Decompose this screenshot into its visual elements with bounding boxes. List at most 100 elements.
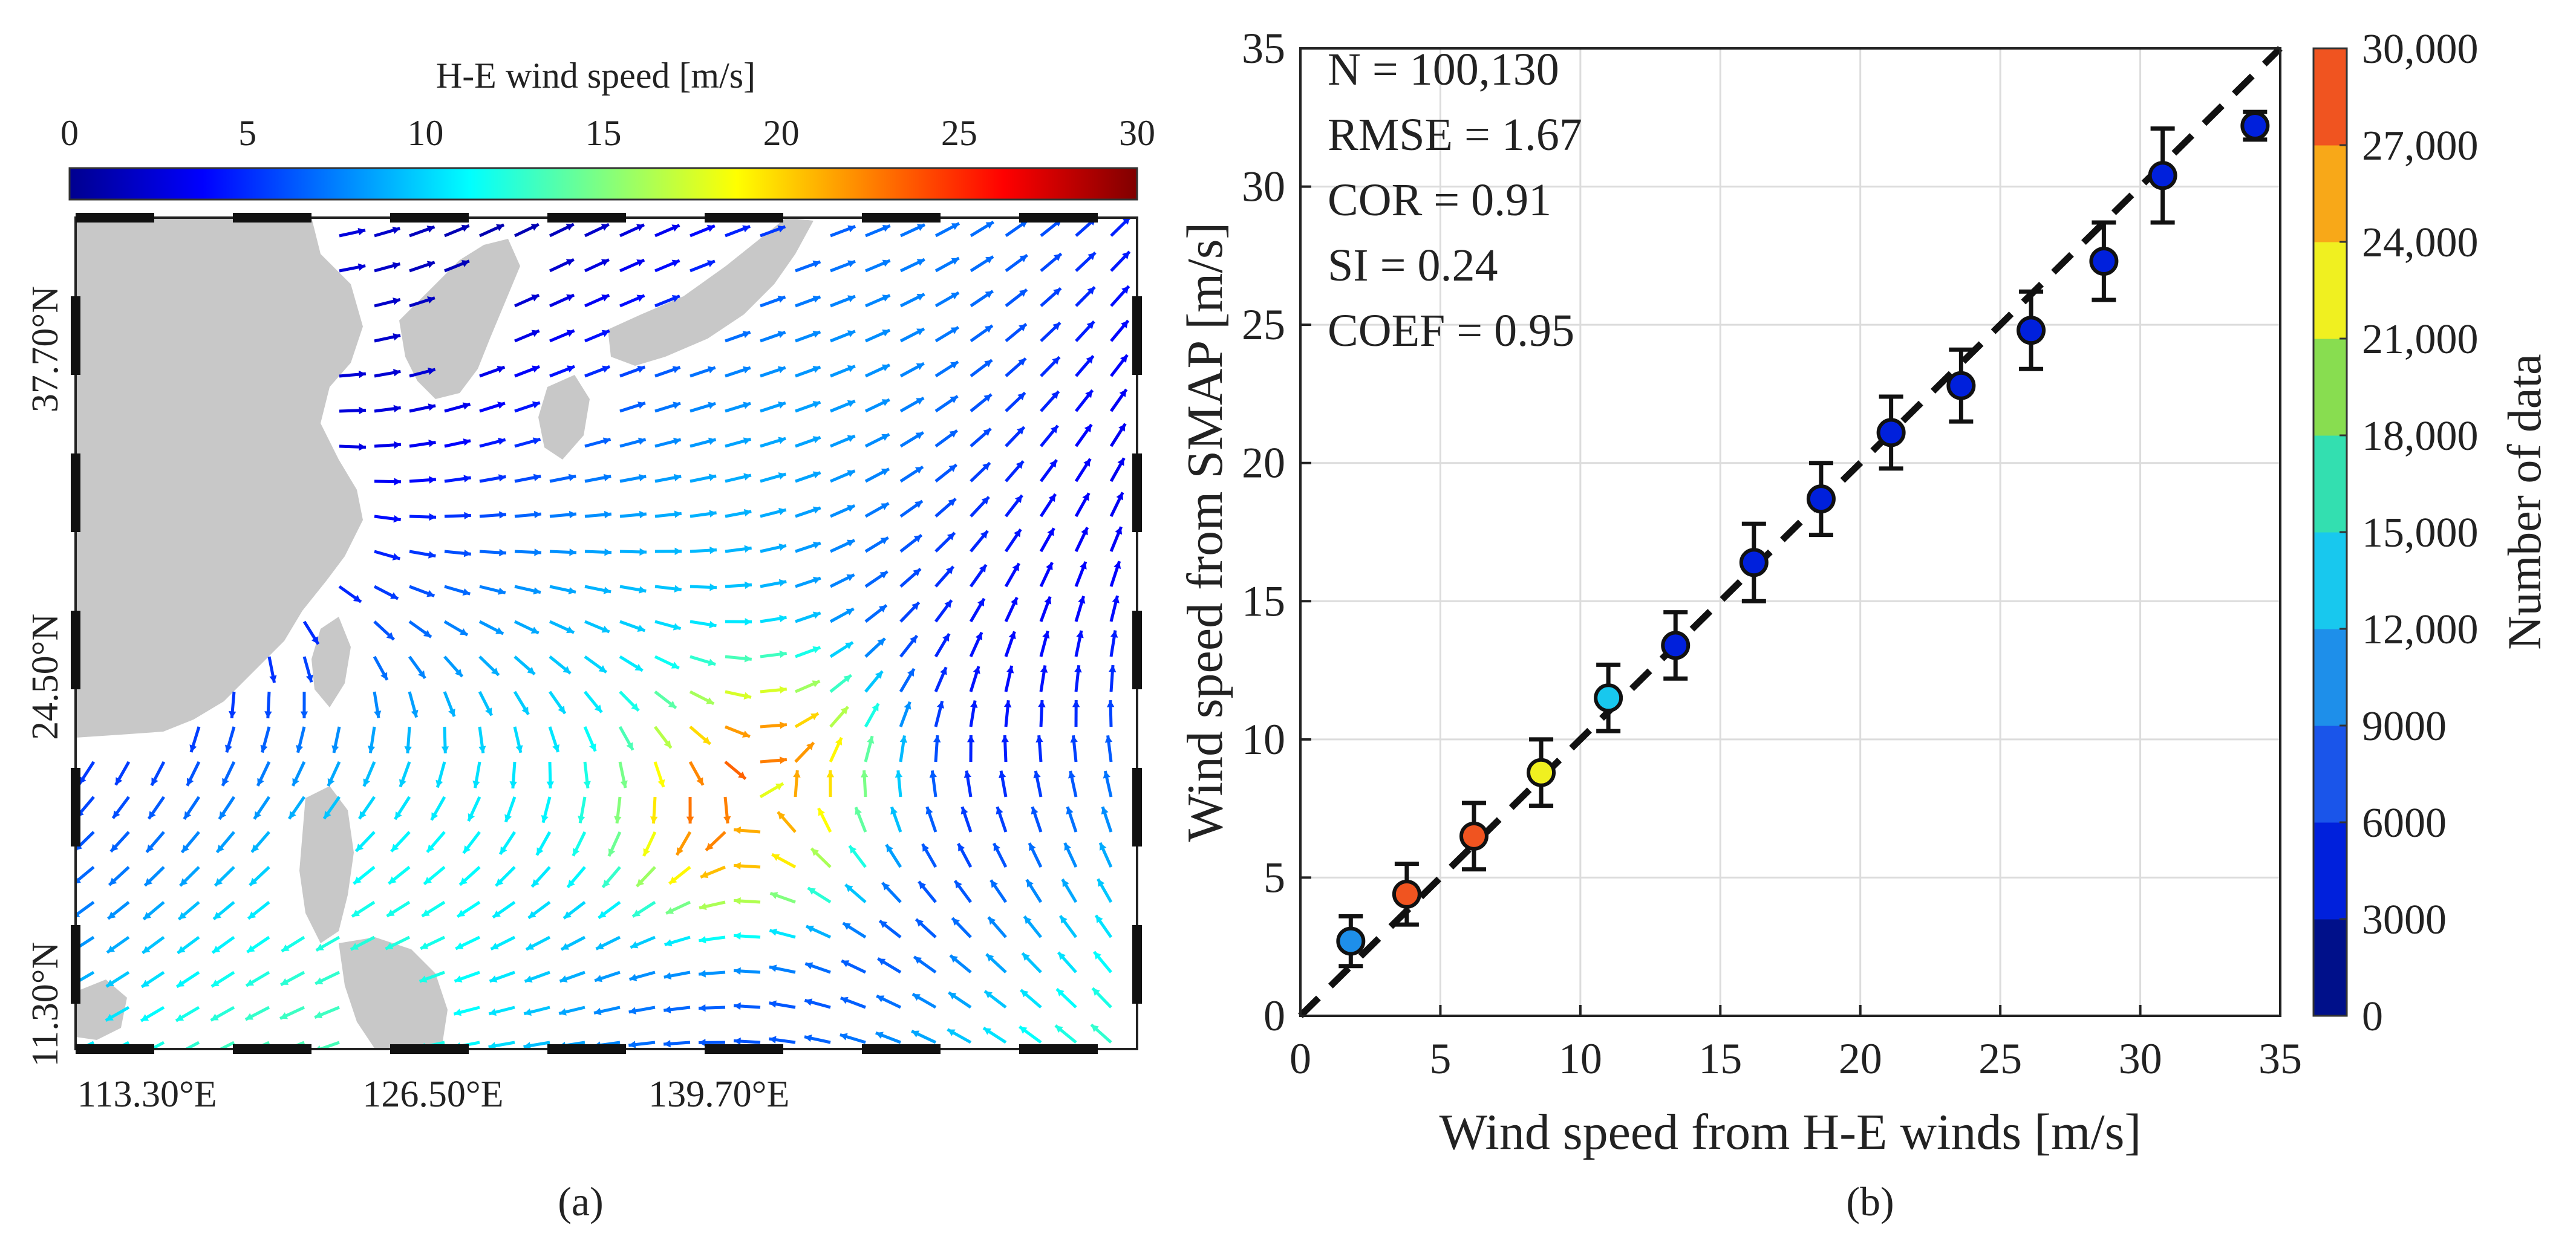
wind-arrow [250, 831, 270, 853]
wind-arrow [549, 329, 575, 343]
wind-arrow [1075, 354, 1095, 377]
wind-arrow [690, 401, 716, 413]
wind-arrow [548, 726, 560, 753]
wind-arrow [864, 363, 891, 378]
wind-arrow [769, 1036, 796, 1044]
border-segment [1132, 925, 1142, 1004]
wind-arrow [829, 736, 843, 763]
wind-arrow [454, 970, 480, 983]
wind-arrow [970, 359, 993, 377]
wind-arrow [353, 866, 376, 885]
wind-arrow [970, 393, 993, 412]
wind-arrow [279, 1006, 305, 1020]
wind-arrow [795, 576, 821, 588]
border-segment [1132, 453, 1142, 532]
wind-arrow [795, 436, 821, 448]
wind-arrow [664, 1006, 691, 1013]
count-colorbar-tick-label: 21,000 [2362, 316, 2479, 363]
wind-arrow [386, 900, 411, 918]
wind-arrow [875, 1031, 901, 1044]
wind-arrow [725, 509, 752, 518]
y-tick-label: 10 [1242, 715, 1285, 764]
wind-arrow [105, 970, 130, 988]
wind-arrow [992, 842, 1008, 868]
wind-arrow [733, 827, 761, 834]
wind-arrow [690, 259, 716, 273]
wind-arrow [189, 726, 201, 753]
land-masses [76, 218, 814, 1049]
wind-arrow [933, 735, 941, 762]
wind-arrow [453, 1006, 480, 1016]
wind-arrow [619, 585, 647, 594]
wind-arrow [409, 225, 435, 238]
wind-arrow [572, 831, 587, 857]
wind-arrow [549, 620, 575, 634]
wind-arrow [549, 365, 575, 378]
count-colorbar-tick-label: 9000 [2362, 703, 2447, 750]
wind-arrow [899, 327, 925, 343]
wind-arrow [373, 691, 382, 718]
border-segment [1019, 213, 1098, 223]
wind-arrow [705, 831, 726, 852]
wind-arrow [211, 935, 235, 954]
wind-arrow [899, 362, 925, 378]
wind-arrow [665, 900, 691, 915]
map-colorbar-title: H-E wind speed [m/s] [436, 56, 755, 96]
wind-arrow [619, 510, 647, 519]
wind-arrow [142, 901, 165, 921]
wind-arrow [281, 935, 305, 953]
wind-arrow [1074, 630, 1084, 657]
wind-arrow [444, 475, 471, 483]
stat-line: SI = 0.24 [1328, 240, 1498, 291]
wind-arrow [1040, 424, 1059, 447]
scatter-point [1876, 394, 1906, 471]
wind-arrow [934, 291, 960, 308]
wind-arrow [150, 761, 166, 787]
wind-arrow [409, 439, 436, 448]
reference-line [1298, 46, 2283, 1018]
wind-arrow [842, 921, 867, 939]
map-colorbar-tick-label: 25 [941, 113, 977, 153]
wind-arrow [394, 796, 411, 820]
wind-arrow [769, 928, 796, 939]
wind-arrow [628, 1006, 656, 1015]
wind-arrow [934, 395, 959, 413]
scatter-point [1594, 662, 1623, 733]
wind-arrow [899, 397, 925, 413]
wind-arrow [339, 406, 367, 415]
wind-arrow [443, 620, 469, 637]
colorbar-segment [2314, 48, 2347, 146]
wind-arrow [725, 581, 752, 590]
wind-arrow [795, 260, 821, 273]
wind-arrow [523, 1041, 550, 1049]
wind-arrow [864, 502, 890, 518]
wind-arrow [140, 1006, 165, 1022]
wind-arrow [107, 901, 130, 920]
wind-arrow [864, 467, 890, 483]
wind-arrow [443, 655, 464, 678]
wind-arrow [560, 935, 586, 951]
wind-arrow [246, 935, 270, 954]
wind-arrow [488, 1041, 515, 1049]
wind-arrow [1110, 250, 1131, 272]
wind-arrow [1005, 323, 1028, 342]
wind-arrow [848, 845, 867, 868]
wind-arrow [969, 597, 986, 623]
wind-arrow [1074, 596, 1086, 622]
wind-arrow [314, 1006, 340, 1019]
wind-arrow [987, 916, 1007, 938]
wind-arrow [970, 427, 992, 447]
wind-arrow [350, 935, 376, 951]
wind-arrow [523, 1006, 550, 1016]
wind-arrow [967, 735, 975, 762]
wind-arrow [949, 954, 972, 973]
wind-arrow [214, 866, 235, 887]
wind-arrow [1005, 357, 1027, 377]
wind-arrow [864, 735, 875, 762]
wind-arrow [530, 866, 551, 888]
lat-tick-label: 37.70°N [25, 286, 66, 412]
wind-arrow [527, 900, 551, 920]
data-marker [1392, 879, 1421, 909]
wind-arrow [865, 294, 891, 308]
wind-arrow [1109, 595, 1120, 622]
